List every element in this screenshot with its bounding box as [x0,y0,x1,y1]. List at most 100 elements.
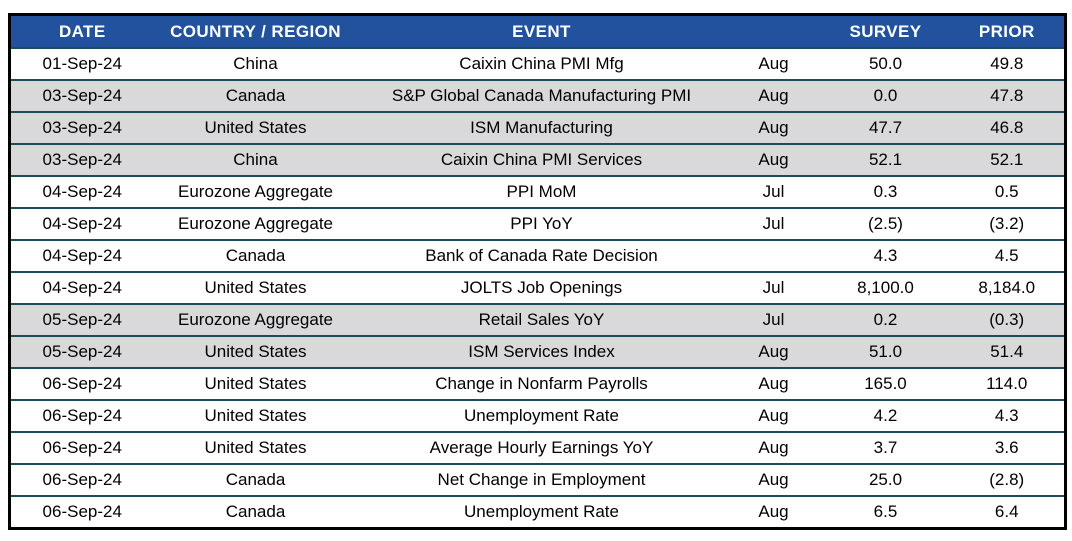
cell-date: 04-Sep-24 [42,278,122,297]
cell-date: 06-Sep-24 [42,438,122,457]
cell-country: United States [204,438,307,457]
cell-prior: 4.5 [994,246,1019,265]
table-row: 06-Sep-24 Canada Net Change in Employment A… [9,464,1066,496]
cell-survey: 50.0 [868,54,903,73]
cell-period: Jul [762,310,785,329]
cell-period: Aug [758,470,789,489]
cell-date: 06-Sep-24 [42,470,122,489]
cell-date: 03-Sep-24 [42,86,122,105]
cell-date: 06-Sep-24 [42,374,122,393]
cell-date: 04-Sep-24 [42,214,122,233]
cell-date: 01-Sep-24 [42,54,122,73]
table-row: 03-Sep-24 United States ISM Manufacturing A… [9,112,1066,144]
cell-country: China [233,54,278,73]
cell-country: Canada [225,246,286,265]
cell-country: United States [204,374,307,393]
table-row: 06-Sep-24 United States Average Hourly Ear… [9,432,1066,464]
table-row: 03-Sep-24 Canada S&P Global Canada Manufac… [9,80,1066,112]
table-row: 01-Sep-24 China Caixin China PMI Mfg Aug 50.… [9,48,1066,80]
cell-date: 04-Sep-24 [42,246,122,265]
cell-country: United States [204,406,307,425]
cell-date: 06-Sep-24 [42,502,122,521]
cell-period: Aug [758,118,789,137]
cell-prior: (0.3) [989,310,1025,329]
cell-period: Aug [758,374,789,393]
table-row: 03-Sep-24 China Caixin China PMI Services A… [9,144,1066,176]
cell-event: S&P Global Canada Manufacturing PMI [391,86,692,105]
cell-event: Unemployment Rate [464,406,619,425]
cell-prior: (2.8) [989,470,1025,489]
cell-country: Canada [225,470,286,489]
cell-prior: 46.8 [990,118,1024,137]
cell-country: United States [204,342,307,361]
cell-country: Eurozone Aggregate [177,182,333,201]
cell-country: Canada [225,86,286,105]
cell-event: PPI YoY [510,214,573,233]
table-row: 04-Sep-24 Canada Bank of Canada Rate Decis… [9,240,1066,272]
cell-prior: 51.4 [990,342,1024,361]
cell-date: 03-Sep-24 [42,150,122,169]
cell-date: 05-Sep-24 [42,310,122,329]
cell-event: Bank of Canada Rate Decision [425,246,658,265]
cell-period: Jul [762,182,785,201]
table-row: 04-Sep-24 Eurozone Aggregate PPI MoM Jul 0.3… [9,176,1066,208]
cell-prior: (3.2) [989,214,1025,233]
cell-survey: 4.3 [873,246,898,265]
cell-country: United States [204,118,307,137]
cell-prior: 0.5 [994,182,1019,201]
cell-event: Average Hourly Earnings YoY [429,438,654,457]
cell-survey: 25.0 [868,470,903,489]
cell-prior: 4.3 [994,406,1019,425]
cell-period: Aug [758,342,789,361]
table-row: 05-Sep-24 United States ISM Services Index… [9,336,1066,368]
cell-period: Aug [758,438,789,457]
column-header-country: COUNTRY / REGION [153,14,358,48]
table-row: 06-Sep-24 United States Change in Nonfarm … [9,368,1066,400]
cell-country: Eurozone Aggregate [177,214,333,233]
column-header-period [725,14,822,48]
cell-survey: 47.7 [868,118,903,137]
cell-survey: 0.3 [873,182,898,201]
column-header-date: DATE [9,14,154,48]
cell-period: Aug [758,502,789,521]
cell-event: Retail Sales YoY [478,310,605,329]
cell-date: 03-Sep-24 [42,118,122,137]
cell-period: Aug [758,406,789,425]
cell-period: Aug [758,86,789,105]
cell-survey: 51.0 [868,342,903,361]
cell-date: 04-Sep-24 [42,182,122,201]
cell-period [726,240,822,272]
table-row: 06-Sep-24 United States Unemployment Rate A… [9,400,1066,432]
table-row: 06-Sep-24 Canada Unemployment Rate Aug 6.5 6.… [9,496,1066,529]
cell-prior: 8,184.0 [978,278,1036,297]
table-body: 01-Sep-24 China Caixin China PMI Mfg Aug 50.… [9,48,1066,529]
cell-country: Canada [225,502,286,521]
cell-event: Net Change in Employment [437,470,646,489]
cell-survey: 8,100.0 [857,278,914,297]
cell-event: Change in Nonfarm Payrolls [435,374,648,393]
cell-prior: 6.4 [994,502,1019,521]
table-row: 04-Sep-24 Eurozone Aggregate PPI YoY Jul (2.… [9,208,1066,240]
cell-period: Aug [758,150,789,169]
cell-date: 05-Sep-24 [42,342,122,361]
cell-event: PPI MoM [506,182,577,201]
cell-period: Aug [758,54,789,73]
cell-period: Jul [762,278,785,297]
cell-survey: 6.5 [873,502,898,521]
table-row: 04-Sep-24 United States JOLTS Job Openings… [9,272,1066,304]
economic-calendar-table: DATE COUNTRY / REGION EVENT SURVEY PRIOR… [8,13,1067,530]
cell-country: China [233,150,278,169]
cell-event: JOLTS Job Openings [460,278,623,297]
column-header-prior: PRIOR [949,14,1066,48]
cell-prior: 114.0 [986,374,1028,393]
cell-prior: 47.8 [990,86,1024,105]
cell-event: Caixin China PMI Mfg [459,54,624,73]
cell-survey: 52.1 [868,150,903,169]
cell-event: ISM Manufacturing [470,118,613,137]
cell-period: Jul [762,214,785,233]
cell-prior: 3.6 [994,438,1019,457]
column-header-event: EVENT [357,14,726,48]
table-header: DATE COUNTRY / REGION EVENT SURVEY PRIOR [9,14,1066,48]
cell-prior: 49.8 [990,54,1024,73]
